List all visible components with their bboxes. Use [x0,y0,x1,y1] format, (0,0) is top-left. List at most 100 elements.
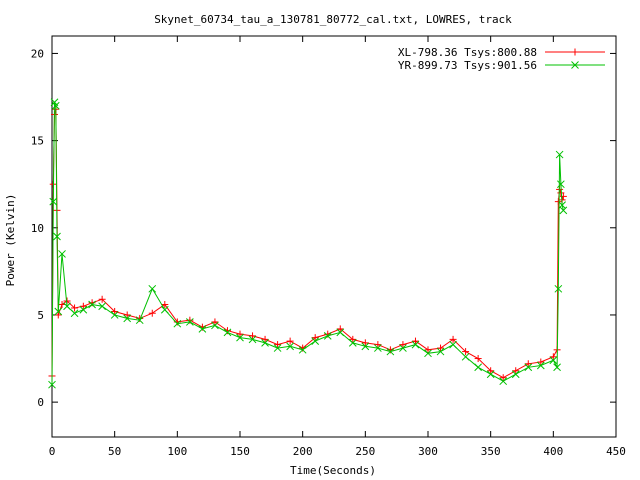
data-point [236,330,244,338]
data-point [449,340,457,349]
series-line [51,102,564,385]
x-axis-ticks: 0 50 100 150 200 250 300 350 400 450 [49,36,626,458]
data-point [211,321,219,330]
data-point [160,305,169,314]
data-point [571,61,579,69]
x-tick-label: 300 [418,445,438,458]
data-point [49,197,58,206]
data-point [261,335,269,343]
data-point [261,338,269,347]
data-point [111,307,119,315]
series-cross [48,98,568,389]
legend-label: XL-798.36 Tsys:800.88 [398,46,537,59]
data-point [554,198,562,206]
data-point [336,328,345,337]
data-point [399,341,407,349]
y-axis-label: Power (Kelvin) [4,194,17,287]
data-point [361,342,370,351]
data-point [512,367,520,375]
data-point [449,335,457,343]
data-point [486,370,495,379]
data-point [286,337,294,345]
data-point [161,300,169,308]
data-point [524,363,533,372]
y-tick-label: 10 [31,222,44,235]
data-point [336,325,344,333]
data-point [374,341,382,349]
data-point [51,101,60,110]
y-tick-label: 15 [31,135,44,148]
data-point [88,300,96,309]
x-tick-label: 250 [355,445,375,458]
data-point [499,374,507,382]
data-point [549,353,557,361]
y-axis-ticks: 0 5 10 15 20 [31,47,616,409]
data-point [123,311,131,319]
data-point [223,328,232,337]
data-point [536,361,545,370]
data-point [148,309,156,317]
data-point [135,316,144,325]
data-point [248,335,257,344]
data-point [273,344,282,352]
x-tick-label: 100 [167,445,187,458]
data-point [274,341,282,349]
data-point [54,311,62,319]
data-point [311,337,320,345]
data-point [559,206,568,215]
data-point [123,314,132,323]
data-point [524,360,532,368]
data-point [249,332,257,340]
data-point [349,335,357,343]
data-point [554,284,563,293]
data-point [298,345,307,354]
data-point [424,346,432,354]
data-point [559,192,567,200]
data-point [549,356,558,365]
data-point [110,311,119,319]
data-point [70,309,79,318]
data-point [348,338,357,347]
chart-title: Skynet_60734_tau_a_130781_80772_cal.txt,… [154,13,512,26]
data-point [437,344,445,352]
data-point [58,300,66,308]
data-point [511,370,520,379]
y-tick-label: 5 [37,309,44,322]
data-point [173,319,182,328]
data-point [411,337,419,345]
data-point [553,363,561,372]
data-point [98,295,106,303]
y-tick-label: 0 [37,396,44,409]
data-point [436,347,445,356]
data-point [286,342,294,351]
data-point [411,340,420,349]
data-point [148,284,157,293]
series-line [51,109,564,379]
x-tick-label: 0 [49,445,56,458]
legend-label: YR-899.73 Tsys:901.56 [398,59,537,72]
data-point [186,318,194,326]
x-tick-label: 450 [606,445,626,458]
data-point [462,348,470,356]
data-point [48,380,56,389]
data-point [311,334,319,342]
data-point [461,352,470,361]
data-point [556,180,565,189]
data-point [361,339,369,347]
x-tick-label: 50 [108,445,121,458]
data-point [487,367,495,375]
x-tick-label: 200 [293,445,313,458]
data-point [474,355,482,363]
data-point [63,302,71,311]
y-tick-label: 20 [31,47,44,60]
data-point [499,377,508,386]
data-point [79,302,87,310]
series-plus [48,105,567,382]
data-point [211,318,219,326]
data-point [98,302,106,311]
data-point [374,344,382,352]
data-point [555,150,564,159]
data-point [236,333,244,342]
